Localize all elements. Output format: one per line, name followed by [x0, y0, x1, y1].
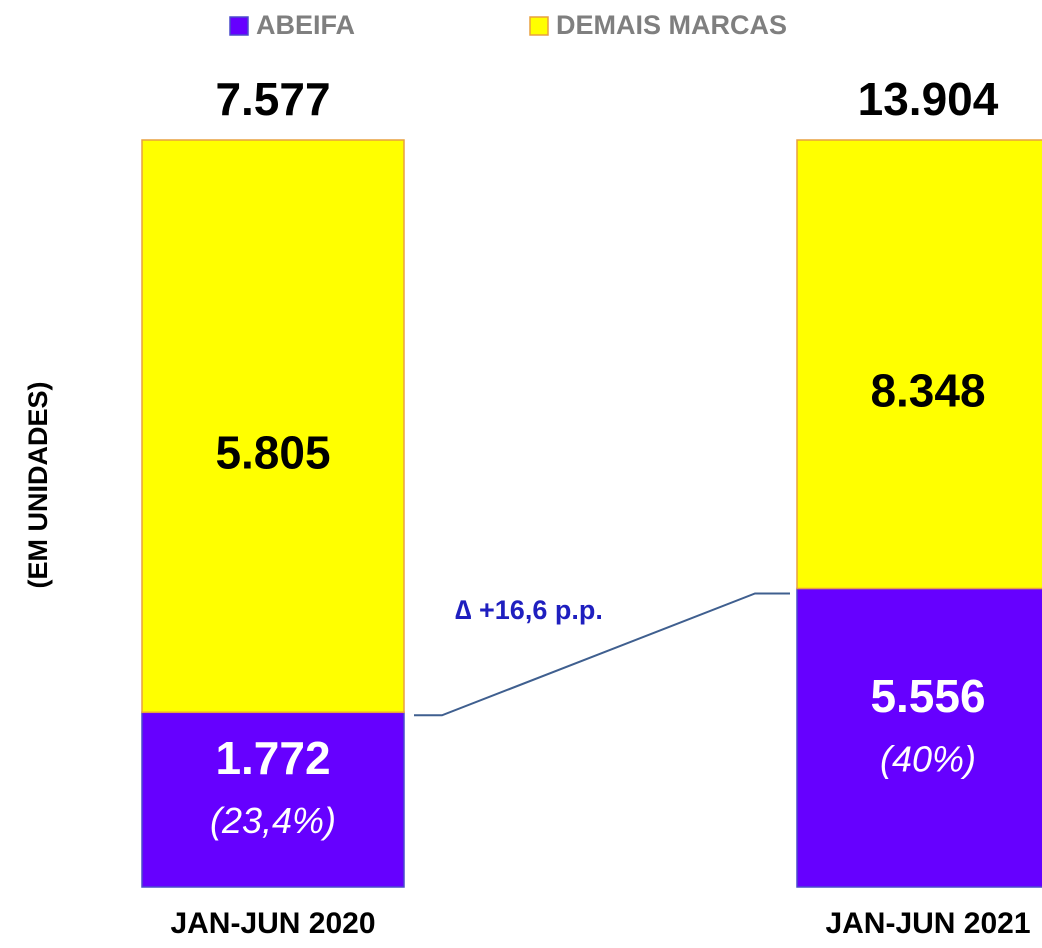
connector: [414, 592, 790, 717]
bar-segment: [141, 711, 405, 888]
annotation: ∆ +16,6 p.p.: [455, 595, 603, 625]
total-label: 13.904: [858, 73, 999, 125]
x-tick-label: JAN-JUN 2020: [170, 907, 375, 940]
legend-label: DEMAIS MARCAS: [556, 10, 787, 40]
legend-label: ABEIFA: [256, 10, 355, 40]
value-label: 1.772: [215, 732, 330, 784]
bar-segment: [796, 139, 1042, 590]
bar-segment: [141, 139, 405, 714]
bar-segment: [796, 587, 1042, 888]
value-label: 5.805: [215, 426, 330, 478]
y-axis-label: (EM UNIDADES): [23, 382, 53, 589]
share-label: (23,4%): [210, 800, 336, 841]
legend-swatch: [529, 16, 549, 36]
total-label: 7.577: [215, 73, 330, 125]
x-tick-label: JAN-JUN 2021: [825, 907, 1030, 940]
value-label: 5.556: [870, 670, 985, 722]
share-label: (40%): [880, 738, 976, 779]
legend-swatch: [229, 16, 249, 36]
value-label: 8.348: [870, 364, 985, 416]
